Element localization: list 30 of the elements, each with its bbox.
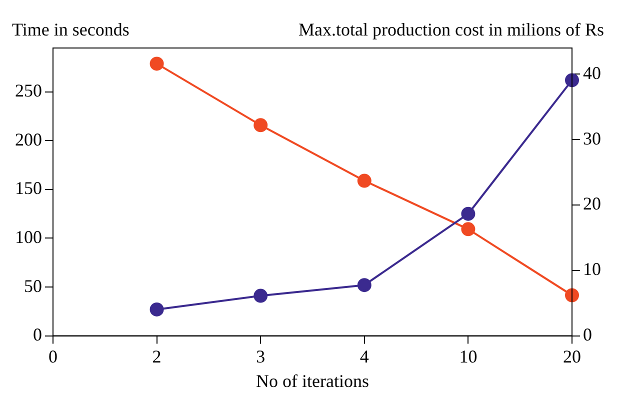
y2-tick-label: 0 [583,324,592,345]
y-tick-label: 50 [24,276,42,296]
point [150,302,164,316]
y-tick-label: 0 [33,324,42,345]
point [461,206,476,221]
point [254,288,268,303]
x-tick-label: 2 [152,346,162,366]
y-tick-label: 100 [15,226,42,247]
point [150,56,164,71]
x-tick-label: 10 [459,346,478,366]
y-tick-label: 250 [15,80,42,101]
x-tick-label: 4 [360,346,369,366]
point [565,73,579,88]
point [565,288,579,302]
x-tick-label: 20 [563,346,581,366]
x-tick-label: 3 [256,346,266,366]
y2-tick-label: 40 [583,62,601,83]
point [357,174,372,188]
x-tick-label: 0 [48,346,58,366]
y-axis-title: Time in seconds [12,20,130,40]
point [461,222,476,236]
x-axis-title: No of iterations [256,370,369,391]
y-tick-label: 150 [15,178,42,198]
y2-tick-label: 10 [583,259,601,280]
y-tick-label: 200 [15,129,42,150]
y2-tick-label: 30 [583,128,601,148]
point [254,118,268,132]
point [357,278,372,292]
y2-tick-label: 20 [583,194,601,214]
y2-axis-title: Max.total production cost in milions of Rs [298,20,604,40]
